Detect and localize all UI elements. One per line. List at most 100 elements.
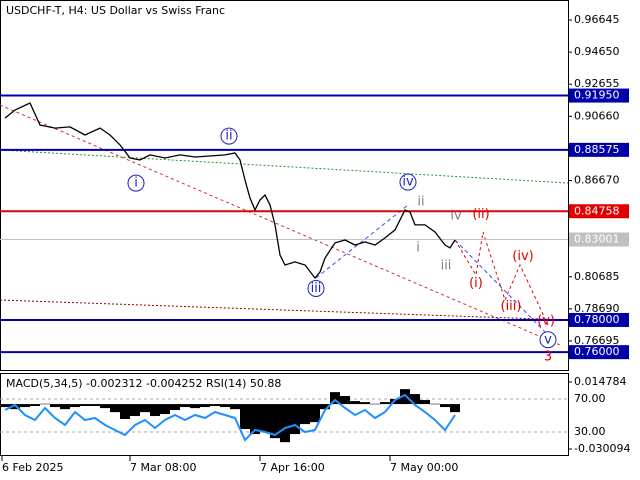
histogram-bar — [350, 401, 360, 405]
histogram-bar — [370, 403, 380, 405]
wave-label: (iv) — [512, 249, 533, 264]
wave-circle — [399, 173, 417, 191]
histogram-bar — [50, 404, 60, 408]
histogram-bar — [270, 404, 280, 439]
wave-label: (i) — [469, 276, 483, 291]
trend-line — [0, 149, 569, 184]
wave-label: v — [544, 332, 552, 347]
y2-tick-label: 30.00 — [574, 425, 606, 438]
histogram-bar — [180, 404, 190, 408]
wave-label: ii — [417, 195, 424, 210]
y-tick-label: 0.92655 — [574, 77, 620, 90]
histogram-bar — [320, 404, 330, 410]
histogram-bar — [190, 404, 200, 409]
level-box — [569, 312, 629, 327]
histogram-bar — [40, 403, 50, 405]
histogram-bar — [20, 404, 30, 408]
histogram-bar — [340, 396, 350, 405]
x-tick-label: 7 Apr 16:00 — [260, 461, 325, 474]
x-tick-label: 7 Mar 08:00 — [130, 461, 196, 474]
histogram-bar — [280, 404, 290, 443]
y-tick-label: 0.80685 — [574, 270, 620, 283]
level-label: 0.91950 — [574, 89, 620, 102]
histogram-bar — [70, 404, 80, 408]
level-label: 0.76000 — [574, 345, 620, 358]
trend-lines — [0, 104, 569, 346]
rsi-line — [4, 393, 456, 442]
histogram-bar — [310, 404, 320, 423]
histogram-bar — [400, 389, 410, 405]
level-box — [569, 204, 629, 219]
histogram-bar — [80, 404, 90, 407]
y-tick-label: 0.94650 — [574, 45, 620, 58]
trend-line — [0, 299, 569, 321]
level-box — [569, 345, 629, 360]
histogram-bar — [90, 404, 100, 407]
wave-circle — [307, 279, 325, 297]
indicator-title: MACD(5,34,5) -0.002312 -0.004252 RSI(14)… — [6, 377, 281, 390]
level-label: 0.78000 — [574, 313, 620, 326]
price-line — [4, 102, 456, 280]
current-price-box — [569, 232, 629, 247]
histogram-bar — [170, 404, 180, 411]
histogram-bar — [230, 404, 240, 410]
histogram-bar — [450, 404, 460, 413]
level-label: 0.88575 — [574, 143, 620, 156]
histogram-bar — [100, 404, 110, 409]
wave-circle — [127, 174, 145, 192]
histogram-bar — [260, 404, 270, 433]
wave-label: ii — [225, 129, 232, 144]
forecast-line — [315, 204, 409, 279]
wave-label: iv — [402, 175, 414, 190]
histogram-bar — [160, 404, 170, 415]
histogram-bar — [240, 404, 250, 430]
histogram-bar — [360, 402, 370, 405]
wave-label: iii — [311, 281, 322, 296]
histogram-bar — [10, 404, 20, 410]
y-tick-label: 0.78690 — [574, 302, 620, 315]
histogram-bar — [110, 404, 120, 413]
histogram-bar — [210, 404, 220, 407]
wave-label: i — [416, 241, 420, 256]
forecast-line — [454, 231, 549, 326]
y-tick-label: 0.014784 — [574, 375, 627, 388]
histogram-bar — [150, 404, 160, 417]
histogram-bar — [300, 404, 310, 425]
level-box — [569, 142, 629, 157]
wave-label: (v) — [537, 313, 555, 328]
histogram-bar — [430, 403, 440, 405]
wave-label: 3 — [544, 349, 552, 364]
histogram-bar — [220, 404, 230, 408]
sub-frame — [0, 373, 569, 456]
y-tick-label: 0.76695 — [574, 334, 620, 347]
y-tick-label: 0.96645 — [574, 13, 620, 26]
wave-label: (ii) — [472, 207, 489, 222]
histogram-bar — [420, 400, 430, 405]
x-tick-label: 6 Feb 2025 — [2, 461, 63, 474]
wave-circle — [220, 127, 238, 145]
y2-tick-label: 70.00 — [574, 392, 606, 405]
chart-title: USDCHF-T, H4: US Dollar vs Swiss Franc — [6, 4, 225, 17]
main-frame — [0, 0, 569, 371]
y-tick-label: -0.030094 — [574, 442, 630, 455]
histogram-bar — [250, 404, 260, 435]
wave-label: (iii) — [501, 299, 522, 314]
histogram-bar — [440, 404, 450, 408]
histogram-bar — [0, 404, 10, 408]
wave-label: iv — [450, 209, 462, 224]
wave-label: iii — [441, 259, 452, 274]
histogram-bar — [290, 404, 300, 435]
histogram-bar — [200, 404, 210, 408]
level-label: 0.84758 — [574, 204, 620, 217]
histogram-bar — [130, 404, 140, 417]
histogram-bar — [60, 404, 70, 410]
histogram-bar — [30, 404, 40, 407]
y-tick-label: 0.90660 — [574, 109, 620, 122]
y-tick-label: 0.86670 — [574, 173, 620, 186]
wave-label: i — [134, 176, 138, 191]
current-price-label: 0.83001 — [574, 233, 620, 246]
level-box — [569, 88, 629, 103]
histogram-bar — [410, 394, 420, 405]
